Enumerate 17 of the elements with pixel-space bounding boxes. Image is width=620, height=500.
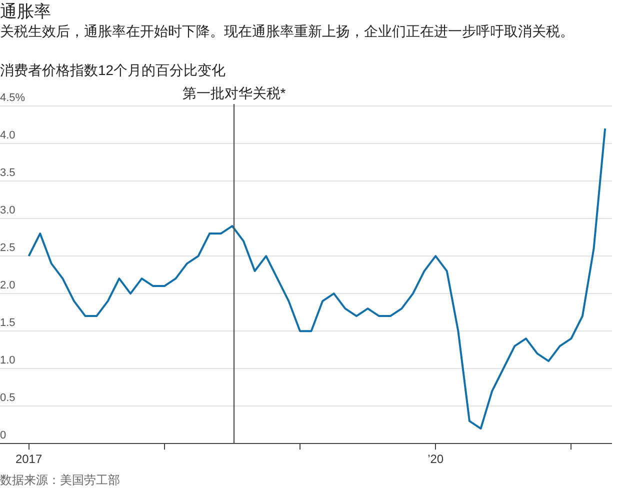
y-tick-label: 3.5: [0, 167, 16, 180]
y-tick-label: 3.0: [0, 204, 16, 217]
chart-subtitle: 关税生效后，通胀率在开始时下降。现在通胀率重新上扬，企业们正在进一步呼吁取消关税。: [0, 22, 575, 41]
y-tick-label: 4.0: [0, 130, 16, 142]
x-tick-label: 2017: [15, 452, 42, 466]
chart-title: 通胀率: [0, 1, 52, 22]
y-tick-label: 1.5: [0, 317, 16, 330]
y-tick-label: 1.0: [0, 354, 16, 367]
source-note: 数据来源：美国劳工部: [0, 472, 121, 488]
y-tick-label: 0.5: [0, 392, 16, 404]
y-tick-label: 0: [0, 430, 6, 442]
y-tick-label: 2.0: [0, 280, 16, 292]
x-tick-label: ’20: [428, 452, 444, 466]
y-axis-title: 消费者价格指数12个月的百分比变化: [0, 61, 227, 80]
y-tick-label: 4.5%: [0, 92, 26, 104]
ref-line-label: 第一批对华关税*: [182, 84, 286, 101]
y-tick-label: 2.5: [0, 242, 16, 254]
